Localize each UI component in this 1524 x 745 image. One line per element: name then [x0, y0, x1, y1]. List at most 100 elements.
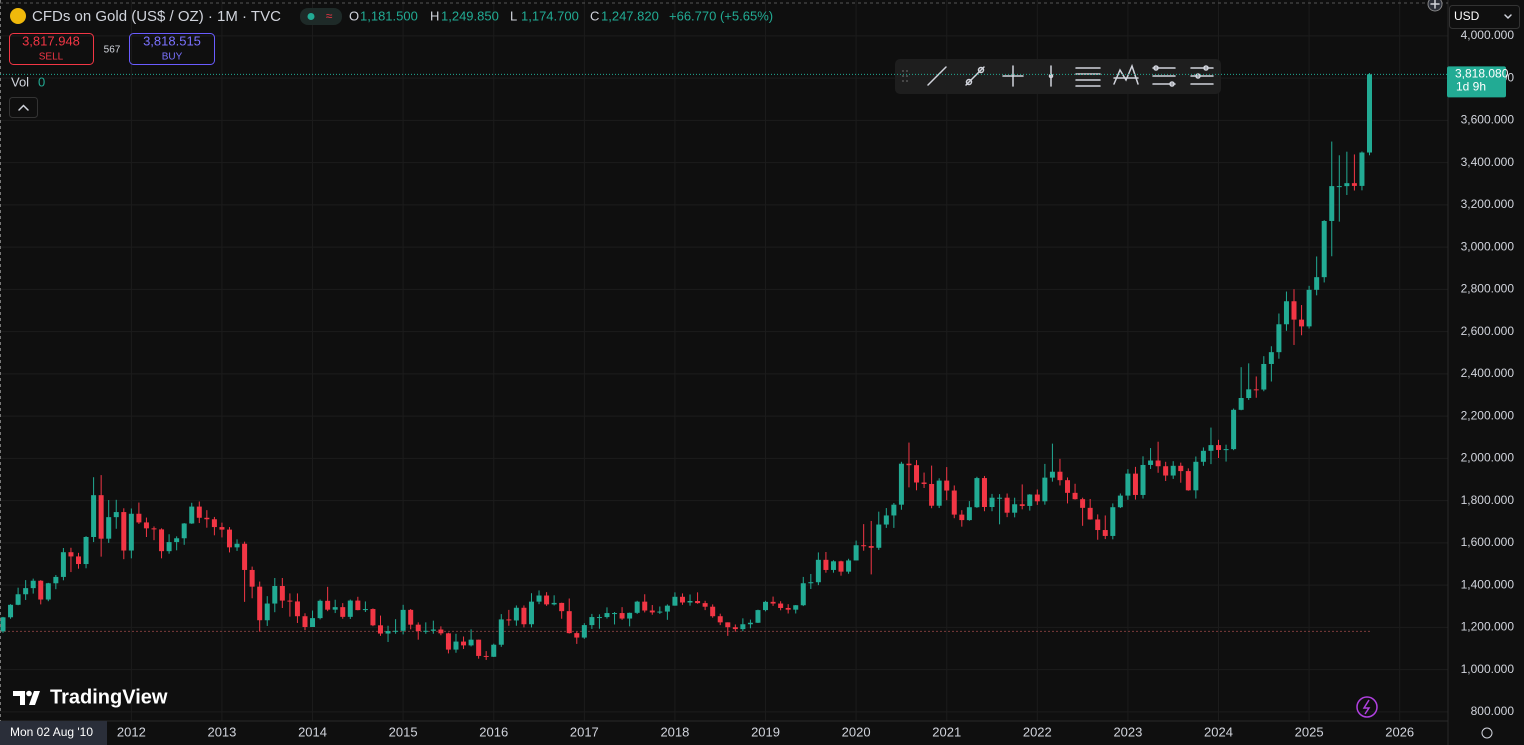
- candle-body: [997, 497, 1003, 499]
- candle-body: [574, 633, 580, 638]
- candle-body: [619, 613, 625, 619]
- currency-select[interactable]: [1449, 5, 1520, 29]
- candle-body: [793, 605, 799, 610]
- candle-body: [294, 601, 300, 617]
- candle-body: [264, 603, 270, 621]
- y-tick-label: 2,400.000: [1461, 366, 1515, 380]
- candle-body: [1351, 183, 1357, 186]
- sell-button[interactable]: [9, 33, 94, 65]
- candle-body: [377, 625, 383, 634]
- market-status: [307, 13, 315, 20]
- y-tick-label: 3,400.000: [1461, 155, 1515, 169]
- logo-text: TradingView: [50, 686, 168, 708]
- cross-line-tool[interactable]: [1002, 65, 1024, 87]
- candle-body: [1019, 504, 1025, 506]
- status-icon: ≈: [326, 9, 333, 23]
- candle-body: [226, 529, 232, 548]
- candle-body: [45, 583, 51, 600]
- candle-body: [1049, 471, 1055, 478]
- candle-body: [664, 605, 670, 612]
- candle-body: [506, 619, 512, 621]
- fib-tool[interactable]: [1152, 65, 1176, 87]
- candle-body: [740, 624, 746, 630]
- candle-body: [1087, 507, 1093, 520]
- candle-body: [1004, 497, 1010, 513]
- candle-body: [461, 641, 467, 646]
- candle-body: [189, 506, 195, 524]
- candle-body: [1027, 494, 1033, 506]
- candle-body: [604, 613, 610, 618]
- legend-header: CFDs on Gold (US$ / OZ) · 1M · TVC ≈ O 1,…: [10, 8, 773, 25]
- ray-tool[interactable]: [965, 66, 985, 86]
- candle-body: [128, 513, 134, 551]
- candle-body: [544, 595, 550, 605]
- logo-dot: [26, 690, 32, 697]
- candle-body: [1276, 324, 1282, 353]
- candle-body: [468, 639, 474, 646]
- candle-body: [1012, 504, 1018, 513]
- collapse-button[interactable]: [9, 97, 38, 118]
- settings-icon[interactable]: [1481, 727, 1493, 739]
- candle-body: [347, 600, 353, 617]
- x-tick-label: 2024: [1204, 724, 1233, 739]
- candle-body: [1253, 389, 1259, 391]
- candle-body: [649, 610, 655, 613]
- candle-body: [355, 600, 361, 611]
- candle-body: [861, 545, 867, 547]
- candle-body: [770, 601, 776, 604]
- x-tick-label: 2018: [660, 724, 689, 739]
- candle-body: [1283, 301, 1289, 325]
- candle-body: [302, 616, 308, 627]
- candle-body: [891, 504, 897, 516]
- x-tick-label: 2020: [842, 724, 871, 739]
- candle-body: [483, 655, 489, 657]
- candle-body: [498, 619, 504, 645]
- candle-body: [1329, 186, 1335, 221]
- x-tick-label: 2019: [751, 724, 780, 739]
- collapse-icon: [18, 104, 29, 111]
- x-tick-label: 2014: [298, 724, 327, 739]
- candle-body: [75, 556, 81, 565]
- candle-body: [1231, 409, 1237, 450]
- buy-button[interactable]: [129, 33, 215, 65]
- candle-body: [310, 618, 316, 627]
- y-tick-label: 3,000.000: [1461, 239, 1515, 253]
- candle-body: [951, 490, 957, 515]
- ohlc-values: O 1,181.500 H 1,249.850 L 1,174.700 C 1,247.820: [349, 8, 659, 23]
- y-tick-label: 1,000.000: [1461, 662, 1515, 676]
- x-tick-label: 2016: [479, 724, 508, 739]
- candle-body: [800, 583, 806, 606]
- y-tick-label: 1,800.000: [1461, 493, 1515, 507]
- candle-body: [423, 630, 429, 632]
- candle-body: [370, 609, 376, 626]
- candle-body: [914, 465, 920, 483]
- candle-body: [325, 600, 331, 610]
- y-tick-label: 1,200.000: [1461, 620, 1515, 634]
- candle-body: [1208, 445, 1214, 451]
- parallel-channel-tool[interactable]: [1075, 67, 1101, 87]
- spread: 567: [104, 45, 121, 56]
- trade-panel: 3,817.948 SELL 567 3,818.515 BUY: [9, 33, 215, 65]
- status-pill[interactable]: [300, 8, 342, 25]
- candle-body: [38, 580, 44, 600]
- x-tick-label: 2025: [1295, 724, 1324, 739]
- ohlc-key: L: [510, 8, 517, 23]
- add-icon: [1430, 0, 1440, 9]
- candle-body: [445, 633, 451, 650]
- y-tick-label: 4,000.000: [1461, 28, 1515, 42]
- candle-body: [642, 601, 648, 611]
- candle-body: [181, 523, 187, 539]
- candle-body: [211, 519, 217, 528]
- symbol-icon: [10, 8, 26, 24]
- candle-body: [362, 609, 368, 611]
- candle-body: [287, 600, 293, 602]
- candle-body: [944, 480, 950, 491]
- alert-icon[interactable]: [1356, 696, 1378, 718]
- candle-body: [272, 586, 278, 604]
- candle-body: [159, 529, 165, 552]
- lightning: [1362, 699, 1371, 715]
- pattern-tool[interactable]: [1113, 63, 1139, 85]
- candle-body: [219, 527, 225, 530]
- trend-line-tool[interactable]: [927, 66, 947, 86]
